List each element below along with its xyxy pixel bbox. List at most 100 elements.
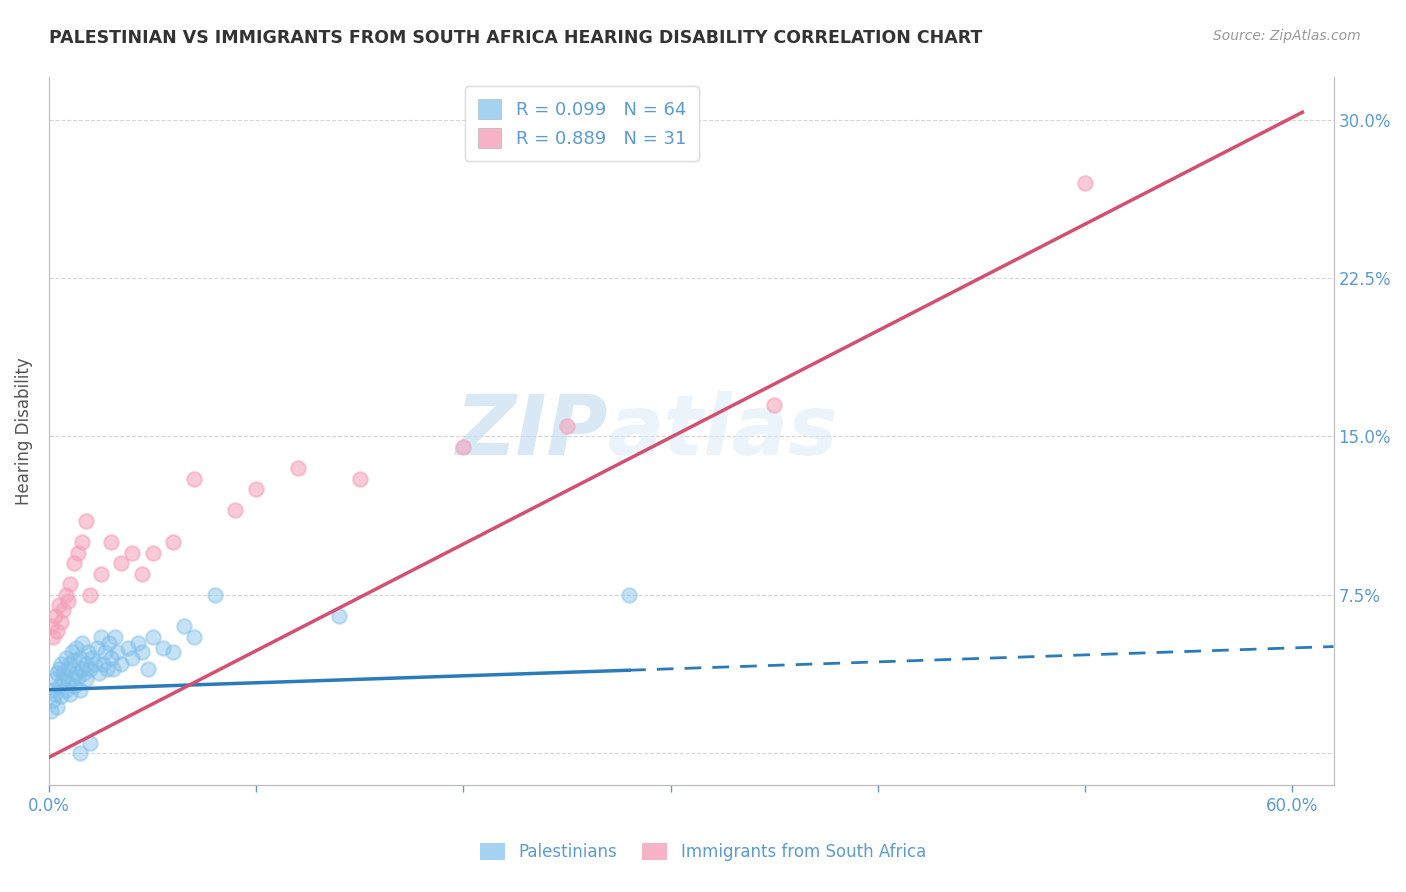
Point — [56, 594, 79, 608]
Point — [48, 599, 70, 613]
Text: ZIP: ZIP — [456, 391, 607, 472]
Point — [162, 535, 184, 549]
Point — [75, 657, 97, 672]
Point — [131, 645, 153, 659]
Point — [349, 472, 371, 486]
Point — [100, 535, 122, 549]
Point — [173, 619, 195, 633]
Point — [453, 440, 475, 454]
Point — [77, 645, 100, 659]
Point — [60, 672, 83, 686]
Point — [121, 651, 143, 665]
Point — [90, 630, 112, 644]
Point — [127, 636, 149, 650]
Point — [60, 645, 83, 659]
Point — [79, 588, 101, 602]
Point — [42, 682, 65, 697]
Point — [51, 657, 73, 672]
Point — [56, 676, 79, 690]
Point — [79, 662, 101, 676]
Point — [75, 514, 97, 528]
Point — [65, 665, 87, 680]
Point — [51, 689, 73, 703]
Point — [55, 651, 77, 665]
Point — [70, 662, 93, 676]
Point — [46, 665, 69, 680]
Point — [183, 472, 205, 486]
Point — [73, 665, 96, 680]
Point — [245, 482, 267, 496]
Point — [59, 687, 82, 701]
Point — [105, 645, 128, 659]
Point — [100, 651, 122, 665]
Text: atlas: atlas — [607, 391, 838, 472]
Point — [162, 645, 184, 659]
Point — [1074, 176, 1097, 190]
Point — [59, 657, 82, 672]
Point — [79, 735, 101, 749]
Point — [104, 630, 127, 644]
Point — [86, 640, 108, 655]
Point — [763, 398, 786, 412]
Point — [204, 588, 226, 602]
Point — [46, 699, 69, 714]
Text: PALESTINIAN VS IMMIGRANTS FROM SOUTH AFRICA HEARING DISABILITY CORRELATION CHART: PALESTINIAN VS IMMIGRANTS FROM SOUTH AFR… — [49, 29, 983, 46]
Point — [63, 556, 86, 570]
Point — [121, 545, 143, 559]
Point — [39, 619, 62, 633]
Point — [287, 461, 309, 475]
Point — [42, 693, 65, 707]
Point — [52, 672, 75, 686]
Point — [142, 545, 165, 559]
Y-axis label: Hearing Disability: Hearing Disability — [15, 357, 32, 505]
Point — [65, 640, 87, 655]
Point — [94, 645, 117, 659]
Point — [70, 636, 93, 650]
Point — [44, 608, 66, 623]
Point — [63, 679, 86, 693]
Point — [90, 566, 112, 581]
Point — [138, 662, 160, 676]
Point — [46, 624, 69, 638]
Text: Source: ZipAtlas.com: Source: ZipAtlas.com — [1213, 29, 1361, 43]
Point — [117, 640, 139, 655]
Point — [103, 662, 125, 676]
Point — [224, 503, 246, 517]
Point — [48, 679, 70, 693]
Point — [69, 651, 91, 665]
Point — [110, 657, 132, 672]
Point — [42, 630, 65, 644]
Point — [328, 608, 350, 623]
Point — [617, 588, 640, 602]
Point — [91, 657, 114, 672]
Point — [131, 566, 153, 581]
Point — [52, 665, 75, 680]
Point — [555, 418, 578, 433]
Point — [63, 653, 86, 667]
Point — [142, 630, 165, 644]
Point — [75, 672, 97, 686]
Point — [59, 577, 82, 591]
Point — [110, 556, 132, 570]
Point — [55, 682, 77, 697]
Point — [183, 630, 205, 644]
Point — [96, 662, 118, 676]
Point — [98, 636, 121, 650]
Point — [52, 602, 75, 616]
Point — [55, 588, 77, 602]
Point — [44, 687, 66, 701]
Legend: Palestinians, Immigrants from South Africa: Palestinians, Immigrants from South Afri… — [474, 836, 932, 868]
Point — [69, 746, 91, 760]
Point — [152, 640, 174, 655]
Point — [51, 615, 73, 630]
Point — [66, 545, 89, 559]
Point — [44, 672, 66, 686]
Point — [69, 682, 91, 697]
Legend: R = 0.099   N = 64, R = 0.889   N = 31: R = 0.099 N = 64, R = 0.889 N = 31 — [465, 87, 699, 161]
Point — [66, 670, 89, 684]
Point — [87, 665, 110, 680]
Point — [48, 662, 70, 676]
Point — [56, 662, 79, 676]
Point — [82, 651, 104, 665]
Point — [83, 657, 105, 672]
